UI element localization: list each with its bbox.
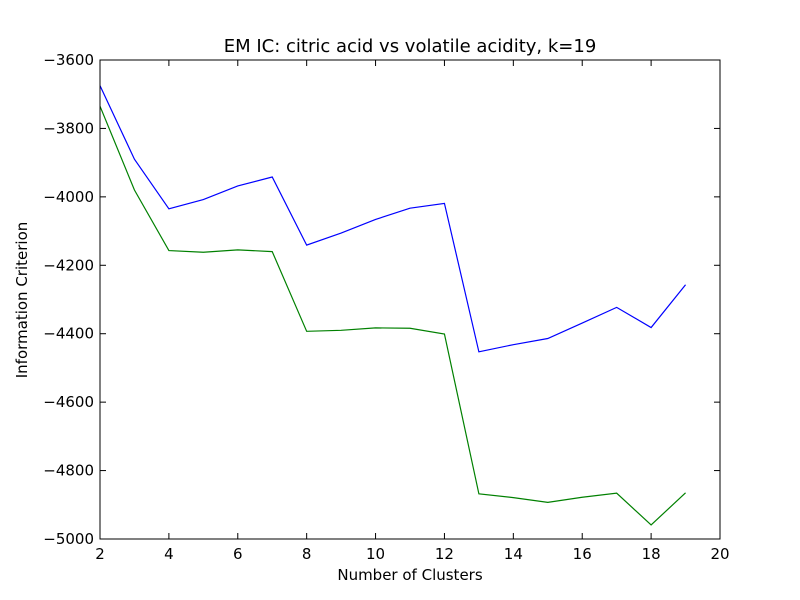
ticks-layer: 2 4 6 8 10 12 14 16 18 20 −5000 −4800 −4600 −4400 −420… <box>43 51 729 563</box>
x-tick-label: 14 <box>504 545 523 563</box>
series-line-2 <box>99 105 686 526</box>
x-tick-label: 18 <box>642 545 661 563</box>
y-tick-label: −4600 <box>43 393 94 411</box>
series-layer <box>99 85 687 526</box>
y-tick-label: −4000 <box>43 188 94 206</box>
series-line-1 <box>99 85 687 353</box>
y-tick-label: −3800 <box>43 119 94 137</box>
y-tick-label: −5000 <box>43 530 94 548</box>
y-tick-label: −4200 <box>43 256 94 274</box>
y-tick-label: −4400 <box>43 325 94 343</box>
x-tick-label: 6 <box>233 545 243 563</box>
x-tick-label: 16 <box>573 545 592 563</box>
y-tick-label: −4800 <box>43 462 94 480</box>
x-tick-label: 10 <box>366 545 385 563</box>
x-tick-label: 2 <box>95 545 105 563</box>
x-axis-label: Number of Clusters <box>337 566 482 584</box>
x-tick-label: 8 <box>302 545 312 563</box>
chart-title: EM IC: citric acid vs volatile acidity, … <box>224 36 597 57</box>
x-tick-label: 20 <box>710 545 729 563</box>
y-axis-label: Information Criterion <box>13 222 31 379</box>
plot-frame <box>99 59 721 540</box>
x-tick-label: 4 <box>164 545 174 563</box>
y-tick-label: −3600 <box>43 51 94 69</box>
x-tick-label: 12 <box>435 545 454 563</box>
